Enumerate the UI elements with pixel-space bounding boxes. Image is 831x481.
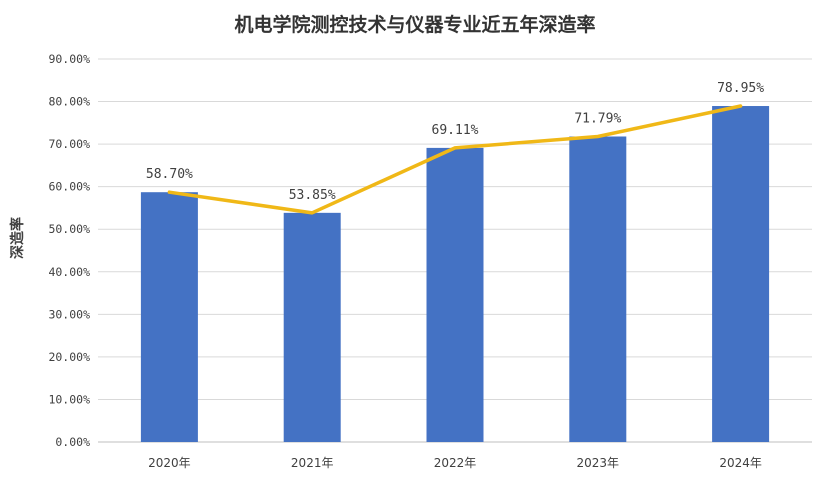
x-tick-labels: 2020年 2021年 2022年 2023年 2024年: [148, 456, 762, 470]
data-label: 78.95%: [717, 81, 764, 96]
y-tick-label: 60.00%: [48, 180, 90, 194]
data-label: 71.79%: [574, 111, 621, 126]
bar: [140, 192, 198, 442]
y-tick-label: 0.00%: [55, 435, 90, 449]
y-tick-label: 20.00%: [48, 350, 90, 364]
y-tick-label: 50.00%: [48, 222, 90, 236]
bar: [426, 147, 484, 442]
data-labels: 58.70% 53.85% 69.11% 71.79% 78.95%: [146, 81, 764, 203]
data-label: 53.85%: [289, 188, 336, 203]
x-tick-label: 2021年: [291, 456, 334, 470]
chart-title: 机电学院测控技术与仪器专业近五年深造率: [234, 13, 595, 36]
trend-line: [167, 104, 743, 215]
y-tick-label: 10.00%: [48, 392, 90, 406]
y-tick-label: 70.00%: [48, 137, 90, 151]
y-axis-label: 深造率: [9, 217, 26, 259]
data-label: 69.11%: [432, 123, 479, 138]
y-tick-label: 30.00%: [48, 307, 90, 321]
x-tick-label: 2022年: [434, 456, 477, 470]
bar: [283, 212, 341, 442]
x-tick-label: 2023年: [577, 456, 620, 470]
line-series: [167, 104, 743, 215]
bar-series: [140, 106, 770, 443]
data-label: 58.70%: [146, 167, 193, 182]
x-tick-label: 2024年: [719, 456, 762, 470]
y-tick-label: 80.00%: [48, 95, 90, 109]
bar: [569, 136, 627, 443]
bar: [712, 106, 770, 442]
y-tick-label: 40.00%: [48, 265, 90, 279]
y-tick-label: 90.00%: [48, 52, 90, 66]
y-tick-labels: 0.00% 10.00% 20.00% 30.00% 40.00% 50.00% 60.00…: [48, 52, 90, 449]
x-tick-label: 2020年: [148, 456, 191, 470]
